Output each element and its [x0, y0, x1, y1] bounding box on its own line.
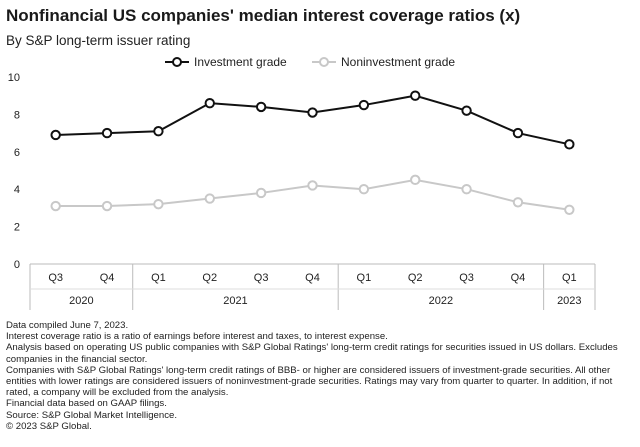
y-tick-label: 8 [14, 109, 20, 121]
year-label: 2023 [557, 295, 581, 307]
y-tick-label: 6 [14, 147, 20, 159]
note-data-compiled: Data compiled June 7, 2023. [6, 320, 129, 331]
x-tick-label: Q4 [100, 272, 115, 284]
data-point [204, 193, 215, 204]
footnotes: Data compiled June 7, 2023. Interest cov… [6, 320, 636, 432]
x-tick-label: Q3 [48, 272, 63, 284]
data-point [512, 197, 524, 208]
note-ratio-definition: Interest coverage ratio is a ratio of ea… [6, 331, 388, 343]
year-label: 2020 [69, 295, 93, 307]
data-point [50, 129, 61, 141]
data-point [307, 180, 318, 191]
data-point [101, 200, 113, 212]
data-point [461, 184, 472, 195]
x-tick-label: Q4 [305, 272, 320, 284]
year-label: 2022 [429, 295, 453, 307]
data-point [410, 90, 421, 101]
legend-marker [319, 57, 329, 67]
y-tick-label: 4 [14, 184, 20, 196]
data-point [255, 187, 267, 199]
note-source: Source: S&P Global Market Intelligence. [6, 409, 178, 421]
note-copyright: © 2023 S&P Global. [6, 420, 92, 432]
data-point [358, 99, 370, 111]
legend-marker [172, 57, 182, 67]
series-line [55, 94, 570, 146]
data-point [153, 198, 164, 210]
data-point [153, 126, 164, 137]
y-tick-label: 0 [14, 259, 20, 271]
data-point [307, 107, 318, 118]
x-tick-label: Q4 [511, 272, 526, 284]
note-gaap: Financial data based on GAAP filings. [6, 398, 167, 410]
data-point [50, 200, 61, 212]
x-tick-label: Q2 [202, 272, 217, 284]
legend-label: Noninvestment grade [341, 55, 455, 69]
chart-subtitle: By S&P long-term issuer rating [6, 33, 191, 48]
x-tick-label: Q3 [254, 272, 269, 284]
data-point [410, 174, 421, 186]
x-tick-label: Q2 [408, 272, 423, 284]
data-point [512, 127, 524, 139]
chart-title: Nonfinancial US companies' median intere… [6, 6, 521, 25]
data-point [358, 184, 370, 195]
data-point [461, 105, 472, 116]
x-tick-label: Q1 [357, 272, 372, 284]
data-point [255, 101, 267, 113]
legend-label: Investment grade [194, 55, 287, 69]
year-label: 2021 [223, 295, 247, 307]
line-chart: 0 2 4 6 8 10 Q3 Q4 Q1 Q2 Q3 Q4 Q1 Q2 Q3 Q4 Q1 2020 2021 202… [8, 55, 596, 310]
note-rating-definitions: Companies with S&P Global Ratings' long-… [6, 364, 613, 399]
note-analysis-basis: Analysis based on operating US public co… [6, 342, 618, 365]
y-tick-label: 10 [8, 72, 20, 84]
data-point [204, 97, 215, 109]
data-point [564, 139, 575, 150]
y-tick-label: 2 [14, 222, 20, 234]
x-tick-label: Q1 [562, 272, 577, 284]
data-point [564, 204, 575, 215]
x-tick-label: Q3 [459, 272, 474, 284]
data-point [101, 127, 113, 139]
x-tick-label: Q1 [151, 272, 166, 284]
